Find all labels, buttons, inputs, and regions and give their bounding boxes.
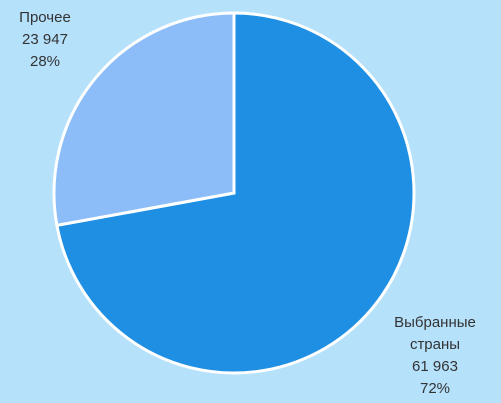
slice-percent: 72% <box>419 380 451 397</box>
slice-name: Выбранные страны <box>394 314 476 353</box>
slice-name: Прочее <box>19 9 71 26</box>
slice-value: 23 947 <box>22 31 68 48</box>
slice-label: Прочее 23 947 28% <box>0 7 90 73</box>
slice-value: 61 963 <box>412 358 458 375</box>
slice-percent: 28% <box>29 53 61 70</box>
pie-slice <box>52 11 236 228</box>
slice-label: Выбранные страны 61 963 72% <box>375 312 495 400</box>
